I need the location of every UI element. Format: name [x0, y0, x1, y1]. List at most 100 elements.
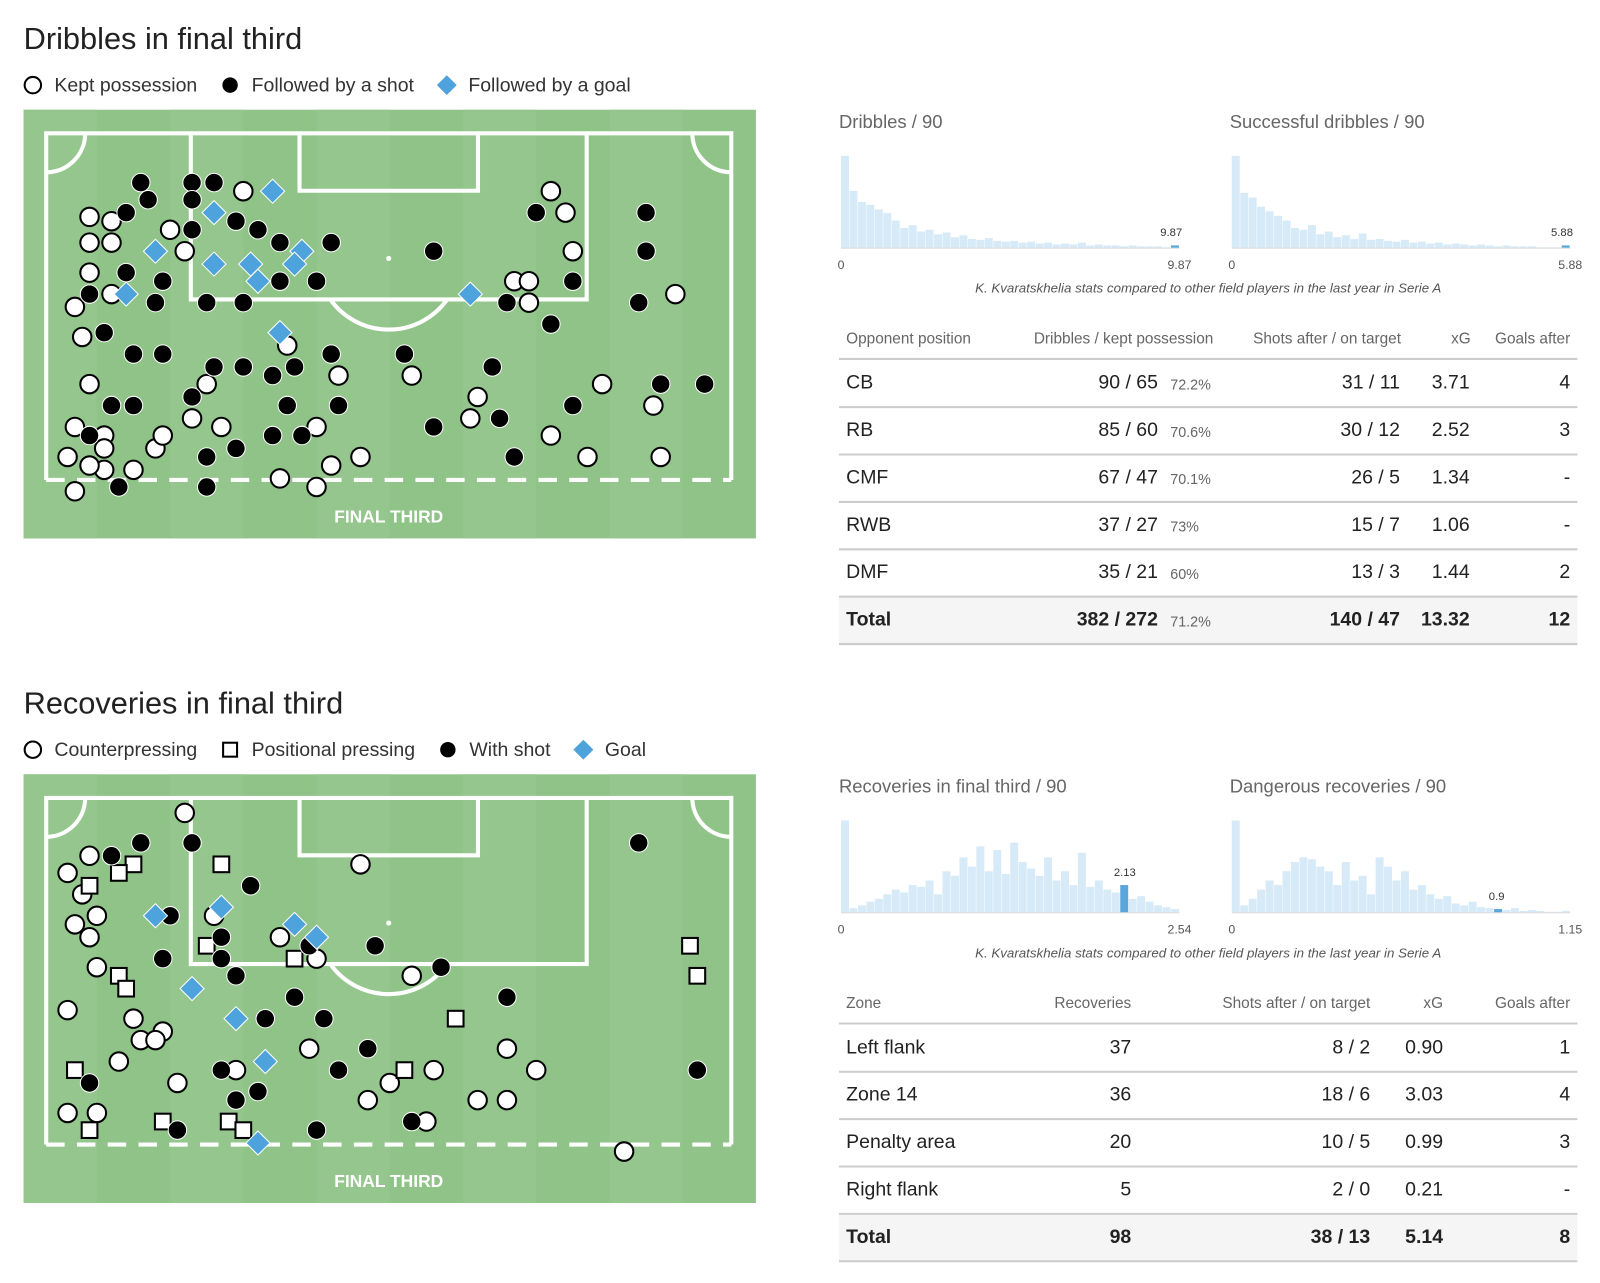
data-point: [226, 211, 246, 231]
data-point: [314, 1008, 334, 1029]
goal-area: [297, 133, 481, 193]
data-point: [687, 1060, 708, 1080]
table-cell: 3.71: [1432, 372, 1470, 394]
data-point: [489, 408, 510, 429]
data-point: [284, 357, 305, 377]
table-cell: 73%: [1170, 520, 1199, 536]
histogram-bar: [874, 209, 883, 249]
histogram-bar: [1367, 239, 1376, 249]
table-cell: 13 / 3: [1351, 561, 1400, 583]
legend-marker: [435, 73, 459, 97]
data-point: [79, 1073, 100, 1093]
histogram-bar: [1434, 242, 1443, 249]
table-header: Dribbles / kept possession: [1034, 331, 1213, 348]
data-point: [196, 373, 217, 395]
histogram-bar: [1536, 910, 1545, 913]
legend-marker: [571, 738, 595, 762]
data-point: [526, 202, 546, 223]
histogram-bar: [1044, 242, 1053, 249]
pitch-stripe: [316, 774, 390, 1204]
data-point: [79, 232, 100, 253]
histogram-bar: [1069, 885, 1078, 913]
data-point: [86, 1102, 108, 1124]
histogram-bar: [1282, 220, 1291, 249]
histogram-bar: [934, 234, 943, 249]
histogram-bar: [1111, 892, 1120, 913]
data-point: [496, 1089, 518, 1111]
data-point: [159, 219, 181, 241]
data-point: [79, 455, 100, 476]
x-tick-label: 0: [838, 258, 845, 272]
table-cell: Left flank: [846, 1036, 925, 1058]
histogram-bar: [883, 213, 892, 249]
histogram-bar: [1519, 910, 1528, 913]
table-cell: 2: [1559, 561, 1570, 583]
histogram-bar: [1324, 231, 1333, 249]
legend-label: Counterpressing: [54, 739, 197, 761]
histogram-bar: [866, 901, 875, 913]
histogram-bar: [1477, 907, 1486, 913]
table-cell: -: [1564, 1178, 1570, 1200]
corner-arc: [690, 133, 732, 175]
data-point: [262, 365, 283, 386]
table-cell: RWB: [846, 514, 891, 536]
data-point: [281, 911, 308, 938]
histogram-bar: [1061, 243, 1069, 249]
data-point: [423, 1059, 444, 1081]
histogram-bar: [874, 898, 883, 913]
data-point: [518, 292, 540, 313]
table-cell: -: [1564, 466, 1570, 488]
data-point: [267, 319, 293, 346]
data-point: [167, 1072, 188, 1094]
histogram-bar: [1502, 245, 1511, 249]
histogram-bar: [1350, 238, 1359, 249]
data-point: [79, 373, 100, 395]
data-point: [270, 271, 290, 291]
data-point: [182, 190, 202, 210]
histogram-bar: [1094, 880, 1103, 913]
histogram-bar: [1069, 244, 1078, 249]
table-header: Shots after / on target: [1253, 331, 1402, 348]
data-point: [79, 206, 100, 228]
histogram-bar: [1299, 229, 1308, 249]
data-point: [57, 999, 78, 1021]
x-tick-label: 0: [1228, 922, 1235, 936]
data-point: [174, 240, 195, 262]
histogram-bar: [1231, 155, 1240, 249]
data-point: [497, 987, 517, 1007]
histogram-bar: [1111, 245, 1120, 249]
histogram-bar: [1400, 239, 1409, 249]
data-point: [497, 292, 517, 313]
histogram-bar: [857, 905, 866, 913]
table-cell: 3.03: [1405, 1084, 1443, 1106]
table-cell: 0.99: [1405, 1131, 1443, 1153]
histogram-bar: [1494, 246, 1503, 249]
data-point: [636, 241, 656, 261]
data-point: [211, 927, 232, 947]
data-point: [101, 210, 122, 232]
table-cell: 1.06: [1432, 514, 1470, 536]
pitch-label: FINAL THIRD: [334, 1171, 443, 1191]
histogram-bar: [908, 885, 917, 913]
data-point: [350, 854, 371, 875]
data-point: [80, 1121, 99, 1139]
data-point: [196, 477, 217, 497]
histogram-bar: [1367, 894, 1376, 913]
data-point: [320, 455, 342, 476]
data-point: [262, 425, 283, 446]
data-point: [79, 425, 100, 446]
data-point: [358, 1038, 378, 1059]
histogram-bar: [1307, 225, 1316, 249]
data-point: [153, 948, 173, 969]
data-point: [101, 846, 122, 866]
table-cell: DMF: [846, 561, 888, 583]
data-point: [650, 446, 671, 468]
histogram-bar: [917, 886, 926, 913]
table-header: xG: [1451, 331, 1471, 348]
data-point: [197, 936, 216, 955]
data-point: [226, 966, 246, 986]
histogram-bar: [1519, 246, 1528, 249]
data-point: [401, 965, 422, 987]
table-cell: 67 / 47: [1098, 466, 1158, 488]
pitch-line: [44, 795, 734, 1145]
